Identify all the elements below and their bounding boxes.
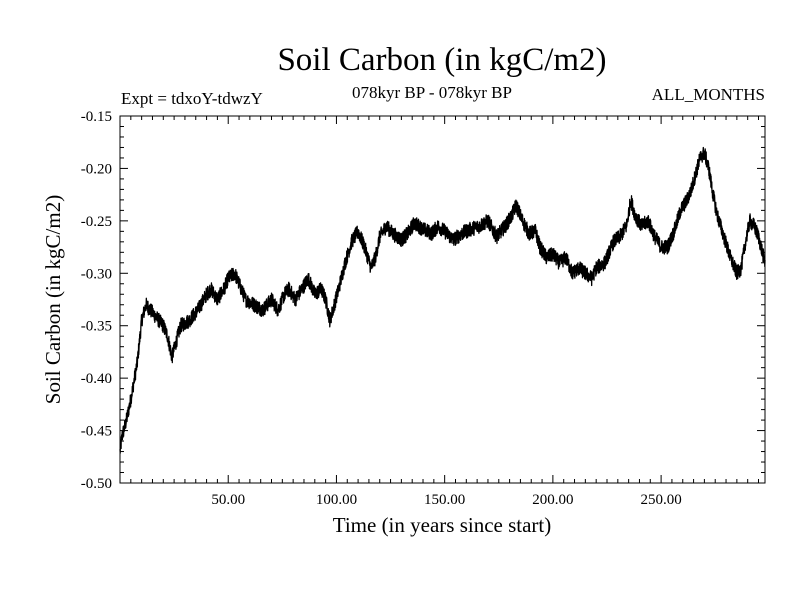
x-tick-label: 50.00: [211, 492, 245, 508]
period-label: 078kyr BP - 078kyr BP: [352, 83, 512, 102]
x-tick-label: 200.00: [532, 492, 573, 508]
y-tick-label: -0.25: [81, 214, 112, 230]
y-axis-label: Soil Carbon (in kgC/m2): [41, 195, 65, 404]
plot-frame: [119, 115, 766, 484]
y-tick-label: -0.20: [81, 161, 112, 177]
x-tick-label: 250.00: [640, 492, 681, 508]
y-tick-label: -0.40: [81, 371, 112, 387]
x-axis-label: Time (in years since start): [332, 513, 552, 537]
y-tick-label: -0.15: [81, 109, 112, 125]
y-tick-label: -0.35: [81, 319, 112, 335]
y-tick-label: -0.50: [81, 476, 112, 492]
months-label: ALL_MONTHS: [651, 85, 765, 104]
x-tick-label: 100.00: [316, 492, 357, 508]
series-line: [119, 146, 766, 454]
chart-title: Soil Carbon (in kgC/m2): [277, 42, 607, 78]
y-tick-label: -0.30: [81, 266, 112, 282]
y-tick-label: -0.45: [81, 424, 112, 440]
axis-tick-labels: 50.00 100.00 150.00 200.00 250.00 -0.15 -0.20 -…: [81, 109, 682, 508]
x-tick-label: 150.00: [424, 492, 465, 508]
experiment-label: Expt = tdxoY-tdwzY: [121, 89, 263, 108]
